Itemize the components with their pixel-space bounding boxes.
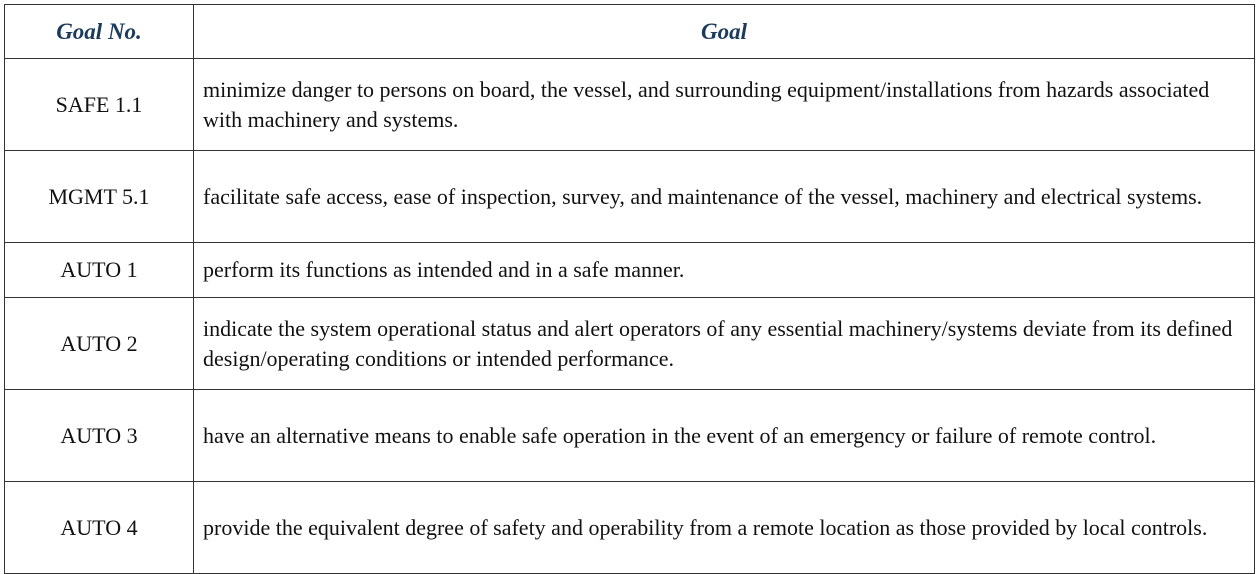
goal-text-cell: have an alternative means to enable safe… <box>193 389 1255 482</box>
header-row: Goal No. Goal <box>4 4 1255 59</box>
goal-number-cell: SAFE 1.1 <box>4 58 194 151</box>
goal-text-cell: facilitate safe access, ease of inspecti… <box>193 150 1255 243</box>
goal-text-cell: provide the equivalent degree of safety … <box>193 481 1255 574</box>
table-row: AUTO 1 perform its functions as intended… <box>4 242 1255 298</box>
header-goal: Goal <box>193 4 1255 59</box>
table-body: SAFE 1.1 minimize danger to persons on b… <box>4 58 1255 574</box>
table-header: Goal No. Goal <box>4 4 1255 59</box>
table-row: SAFE 1.1 minimize danger to persons on b… <box>4 58 1255 151</box>
table-row: AUTO 3 have an alternative means to enab… <box>4 389 1255 482</box>
goal-number-cell: MGMT 5.1 <box>4 150 194 243</box>
goal-text-cell: perform its functions as intended and in… <box>193 242 1255 298</box>
goal-number-cell: AUTO 1 <box>4 242 194 298</box>
goals-table: Goal No. Goal SAFE 1.1 minimize danger t… <box>4 4 1255 574</box>
goal-text-cell: minimize danger to persons on board, the… <box>193 58 1255 151</box>
goal-number-cell: AUTO 3 <box>4 389 194 482</box>
header-goal-no: Goal No. <box>4 4 194 59</box>
goal-number-cell: AUTO 2 <box>4 297 194 390</box>
goal-text-cell: indicate the system operational status a… <box>193 297 1255 390</box>
goal-number-cell: AUTO 4 <box>4 481 194 574</box>
table-row: MGMT 5.1 facilitate safe access, ease of… <box>4 150 1255 243</box>
table-row: AUTO 4 provide the equivalent degree of … <box>4 481 1255 574</box>
table-row: AUTO 2 indicate the system operational s… <box>4 297 1255 390</box>
